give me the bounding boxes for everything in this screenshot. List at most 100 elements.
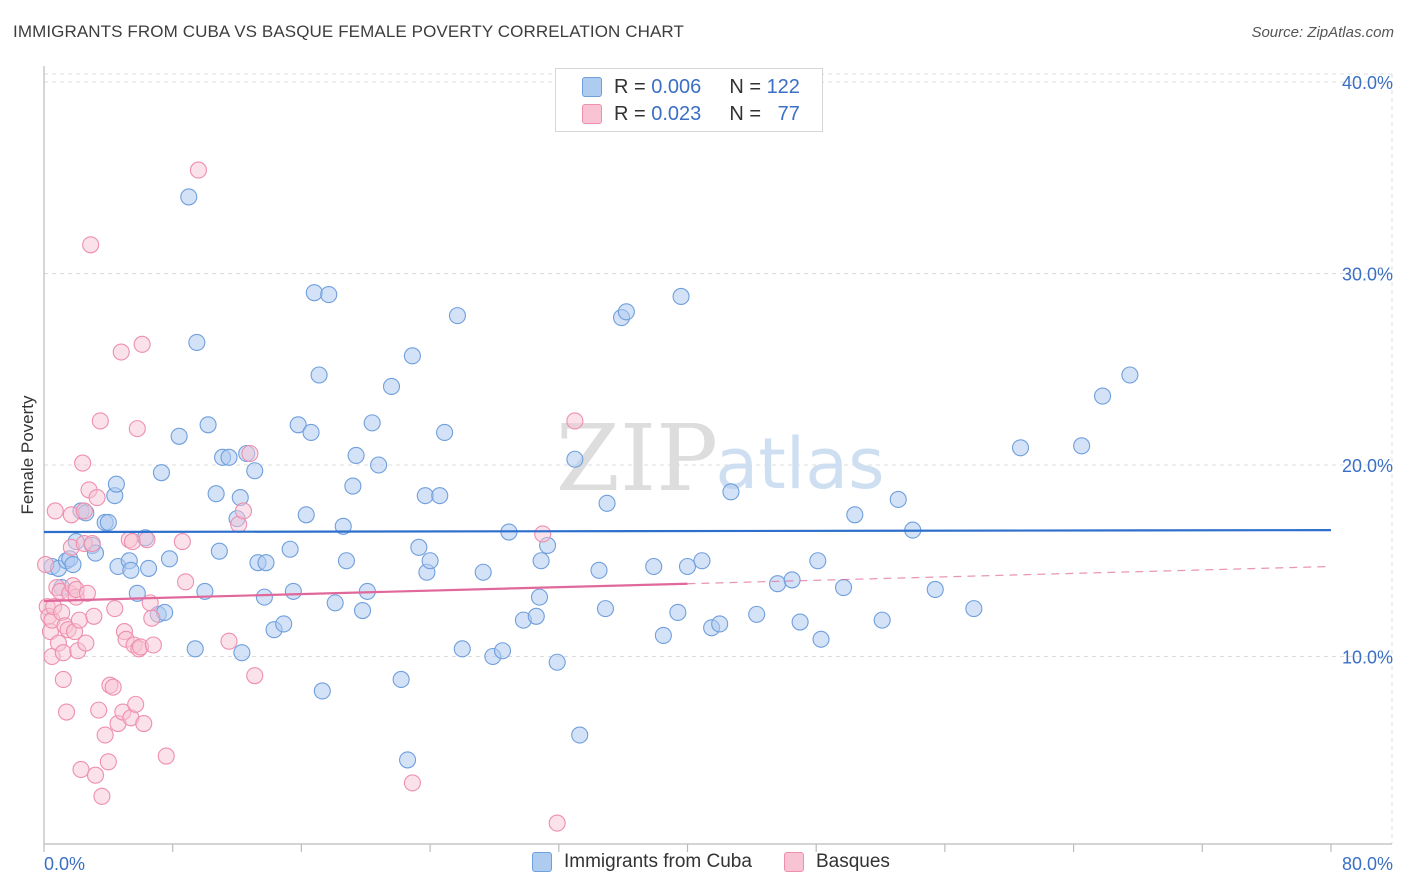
basque-point [37,556,55,574]
series-basque-points [37,161,584,832]
basque-point [46,502,64,520]
cuba-point [170,427,188,445]
cuba-point [257,554,275,572]
cuba-point [748,605,766,623]
basque-point [112,343,130,361]
cuba-point [846,506,864,524]
basque-trend-line [43,582,688,603]
cuba-point [654,626,672,644]
cuba-point [64,556,82,574]
basque-point [82,236,100,254]
cuba-point [344,477,362,495]
basque-point [93,787,111,805]
legend-row-basque: R = 0.023 N = 77 [582,101,800,127]
cuba-point [672,287,690,306]
basque-point [86,766,105,784]
cuba-point [246,462,264,480]
basque-point [91,412,109,430]
cuba-point [99,513,117,532]
cuba-point [313,682,331,700]
cuba-point [769,575,787,593]
basque-point [99,753,117,771]
basque-trend-extension [687,565,1332,585]
basque-point [78,584,96,602]
cuba-point [186,640,204,658]
cuba-point [310,366,328,384]
cuba-point [347,446,365,464]
cuba-point [965,600,983,618]
cuba-point [188,333,206,351]
legend-label-cuba: Immigrants from Cuba [564,851,752,872]
n-label: N = [729,75,761,98]
cuba-point [196,582,214,600]
basque-point [54,644,72,662]
source-credit: Source: ZipAtlas.com [1251,24,1394,41]
basque-swatch [582,104,602,124]
cuba-point [1094,387,1112,405]
cuba-point [566,450,584,468]
cuba-point [122,561,140,579]
cuba-point [809,552,827,570]
cuba-point [297,506,315,524]
cuba-point [530,588,549,606]
axes [43,66,1392,852]
cuba-point [474,563,492,581]
cuba-point [275,615,293,633]
cuba-point [783,571,801,589]
n-value-basque: 77 [777,102,800,125]
basque-point [123,533,142,551]
cuba-point [353,601,372,620]
cuba-point [889,490,907,509]
y-tick-label: 30.0% [1342,265,1393,285]
cuba-point [1121,366,1139,384]
basque-point [74,454,92,472]
legend-item-cuba: Immigrants from Cuba [532,851,752,873]
basque-point [106,600,124,618]
r-value-basque: 0.023 [651,102,702,125]
cuba-point [107,475,125,493]
basque-point [57,703,76,721]
x-tick-label: 80.0% [1342,854,1393,874]
n-value-cuba: 122 [766,75,800,98]
cuba-point [410,538,428,556]
basque-point [246,667,264,685]
cuba-point [416,487,434,505]
cuba-point [493,642,512,660]
cuba-point [220,448,238,466]
cuba-point [617,303,635,321]
cuba-swatch [532,852,552,872]
cuba-point [382,377,401,396]
cuba-point [812,630,830,648]
cuba-point [337,552,355,570]
cuba-point [305,284,323,302]
basque-point [234,502,253,520]
cuba-point [140,559,158,577]
cuba-point [532,552,550,570]
y-tick-label: 10.0% [1342,648,1393,668]
cuba-point [152,464,170,482]
r-label: R = [614,75,646,98]
trend-lines [43,529,1332,603]
basque-point [75,502,93,520]
cuba-point [302,423,320,441]
basque-swatch [783,852,804,872]
basque-point [157,747,175,765]
cuba-swatch [582,77,602,97]
cuba-point [645,557,663,576]
series-cuba-points [43,188,1139,769]
basque-point [54,670,72,689]
cuba-point [678,557,697,576]
basque-point [566,412,584,430]
cuba-point [334,517,352,535]
cuba-point [431,487,449,505]
basque-point [128,420,146,438]
cuba-point [180,188,198,206]
cuba-point [596,600,615,618]
x-tick-label: 0.0% [44,854,85,874]
cuba-point [711,615,729,633]
basque-point [77,634,95,652]
cuba-point [255,588,273,606]
r-label: R = [614,102,646,125]
cuba-point [1073,437,1091,455]
